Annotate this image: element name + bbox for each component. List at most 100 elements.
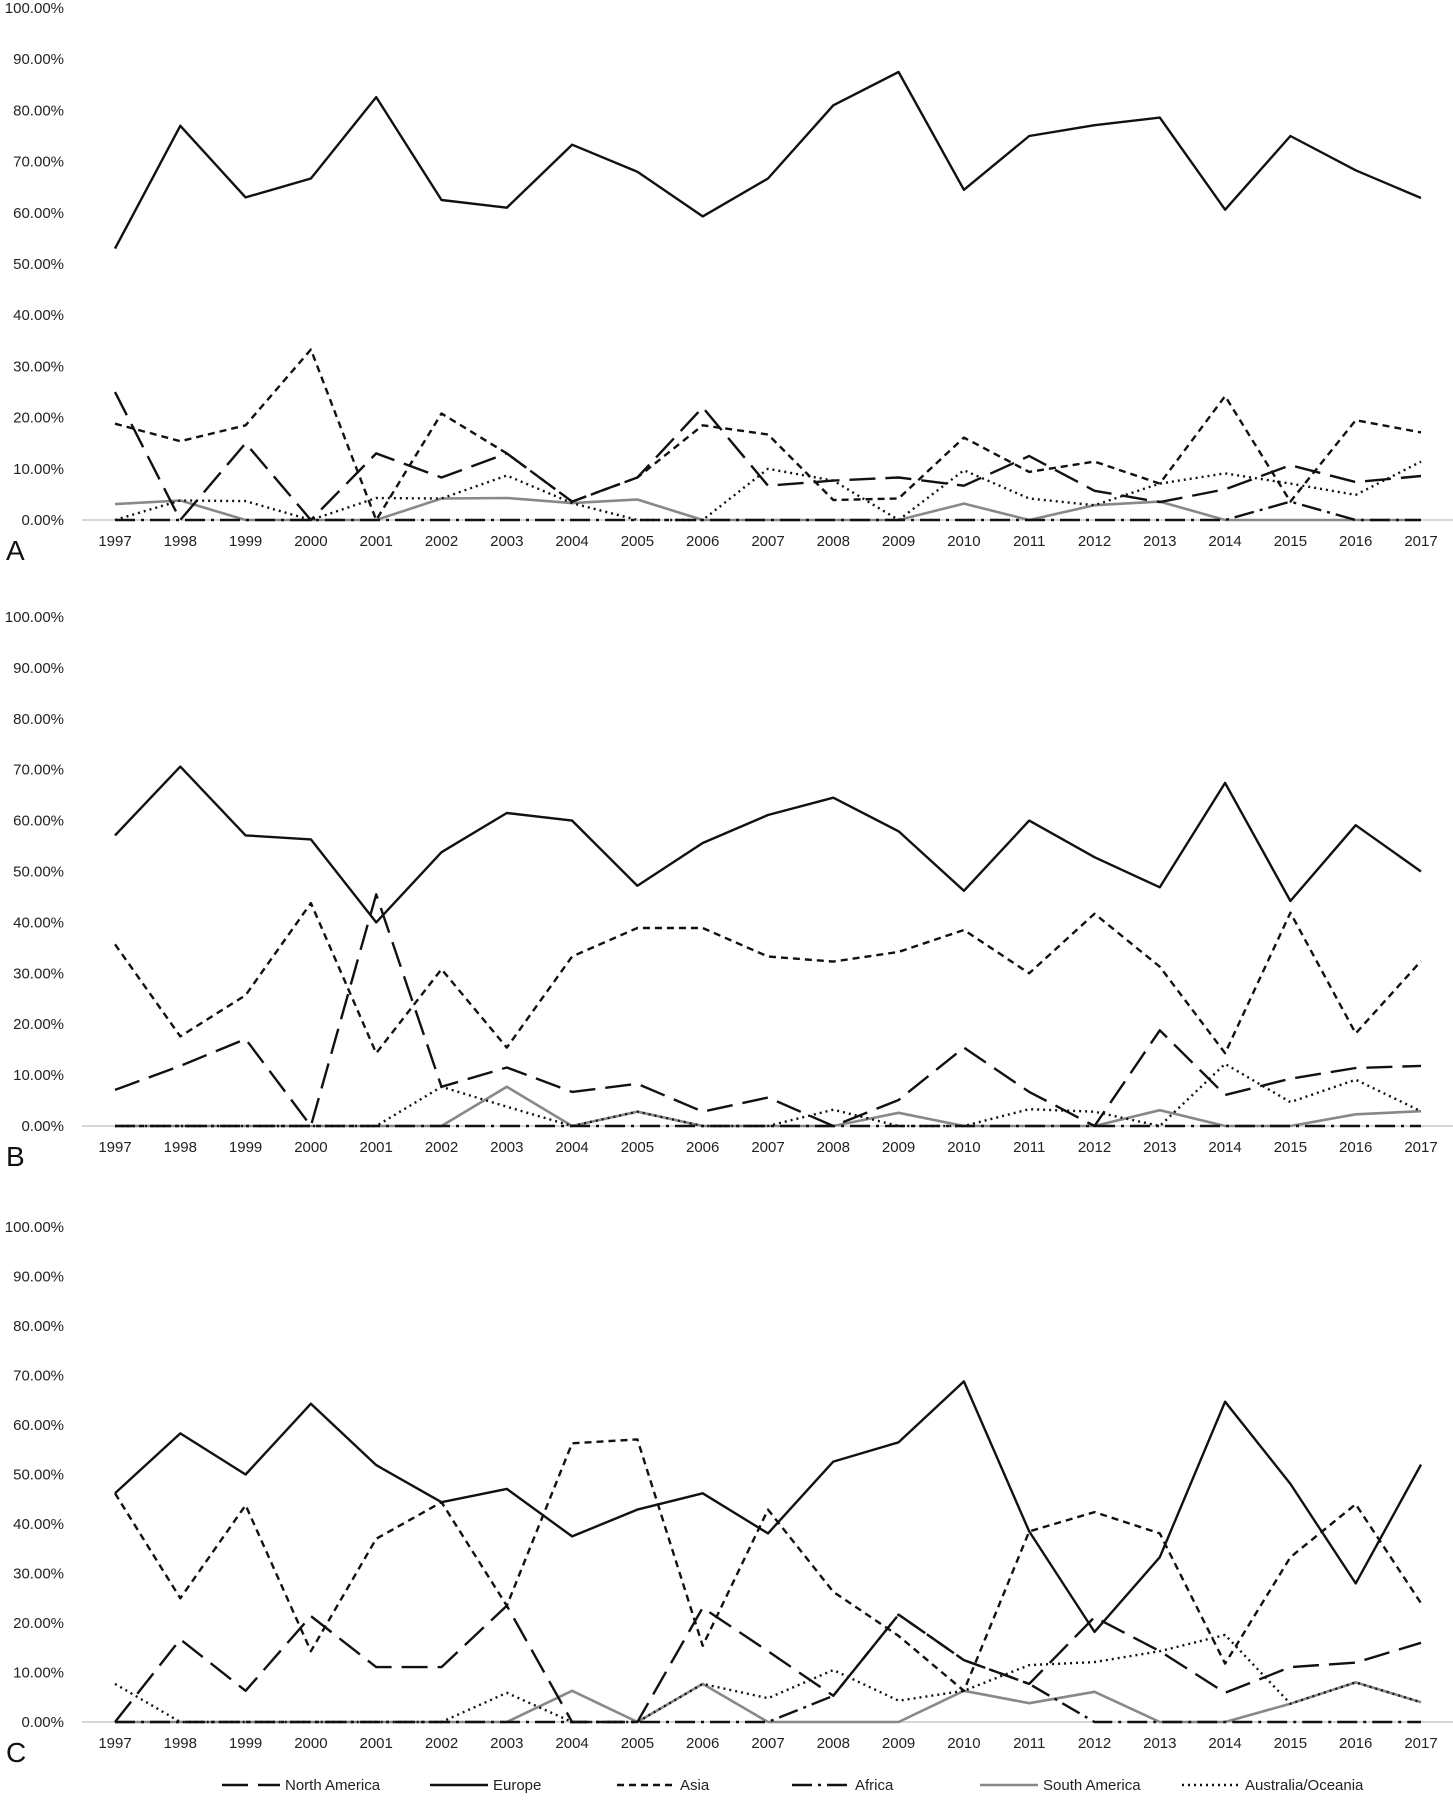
y-tick-label: 70.00% — [13, 154, 64, 171]
x-tick-label: 2008 — [817, 1735, 850, 1752]
x-tick-label: 2017 — [1404, 1139, 1437, 1156]
series-line-north-america — [114, 1604, 1422, 1724]
x-tick-label: 2007 — [751, 1735, 784, 1752]
x-tick-label: 2011 — [1013, 1139, 1045, 1156]
panel-label: B — [6, 1141, 25, 1172]
chart-panel-b: 0.00% 10.00% 20.00% 30.00% 40.00% 50.00% 60.00… — [5, 609, 1453, 1172]
x-tick-label: 2001 — [360, 1735, 393, 1752]
series-line-europe — [114, 765, 1422, 924]
x-tick-label: 1998 — [164, 533, 197, 550]
series-line-south-america — [115, 1681, 1422, 1724]
y-tick-label: 60.00% — [13, 205, 64, 222]
x-tick-label: 2004 — [555, 1735, 588, 1752]
y-tick-label: 0.00% — [21, 512, 64, 529]
y-tick-label: 100.00% — [5, 609, 64, 626]
y-tick-label: 0.00% — [21, 1118, 64, 1135]
x-tick-label: 2006 — [686, 1139, 719, 1156]
x-tick-label: 1999 — [229, 533, 262, 550]
x-tick-label: 2002 — [425, 533, 458, 550]
legend-label: Africa — [855, 1777, 894, 1794]
x-tick-label: 2007 — [751, 533, 784, 550]
y-tick-label: 30.00% — [13, 1566, 64, 1583]
y-tick-label: 30.00% — [13, 358, 64, 375]
y-tick-label: 20.00% — [13, 1016, 64, 1033]
series-line-asia — [113, 1438, 1423, 1693]
y-tick-label: 100.00% — [5, 0, 64, 17]
y-tick-label: 50.00% — [13, 864, 64, 881]
x-tick-label: 1998 — [164, 1139, 197, 1156]
x-tick-label: 2012 — [1078, 1735, 1111, 1752]
y-tick-label: 50.00% — [13, 256, 64, 273]
panel-label: C — [6, 1737, 26, 1768]
x-tick-label: 2010 — [947, 533, 980, 550]
y-tick-label: 90.00% — [13, 1269, 64, 1286]
y-tick-label: 90.00% — [13, 660, 64, 677]
y-tick-label: 70.00% — [13, 1368, 64, 1385]
legend-item-europe: Europe — [430, 1777, 541, 1794]
y-tick-label: 20.00% — [13, 1615, 64, 1632]
y-tick-label: 80.00% — [13, 1318, 64, 1335]
x-tick-label: 2014 — [1208, 1139, 1241, 1156]
x-tick-label: 2013 — [1143, 1139, 1176, 1156]
legend-label: South America — [1043, 1777, 1141, 1794]
legend-item-australia-oceania: Australia/Oceania — [1182, 1777, 1364, 1794]
x-tick-label: 1999 — [229, 1735, 262, 1752]
x-tick-label: 2007 — [751, 1139, 784, 1156]
x-tick-label: 2010 — [947, 1735, 980, 1752]
x-tick-label: 2004 — [555, 533, 588, 550]
legend-item-north-america: North America — [222, 1777, 381, 1794]
x-tick-label: 2011 — [1013, 533, 1045, 550]
panel-label: A — [6, 535, 25, 566]
legend-item-south-america: South America — [980, 1777, 1141, 1794]
x-tick-label: 1998 — [164, 1735, 197, 1752]
x-tick-label: 2002 — [425, 1139, 458, 1156]
y-tick-label: 40.00% — [13, 1516, 64, 1533]
legend-label: Australia/Oceania — [1245, 1777, 1364, 1794]
y-tick-label: 80.00% — [13, 102, 64, 119]
legend-label: Europe — [493, 1777, 541, 1794]
x-tick-label: 1997 — [98, 533, 131, 550]
series-line-south-america — [114, 496, 1421, 522]
x-tick-label: 2005 — [621, 1735, 654, 1752]
series-line-europe — [113, 70, 1422, 250]
x-tick-label: 1997 — [98, 1139, 131, 1156]
y-tick-label: 90.00% — [13, 51, 64, 68]
legend-item-asia: Asia — [617, 1777, 710, 1794]
legend-item-africa: Africa — [792, 1777, 894, 1794]
y-tick-label: 70.00% — [13, 762, 64, 779]
x-tick-label: 2013 — [1143, 533, 1176, 550]
series-line-africa — [115, 1613, 1421, 1724]
x-tick-label: 2013 — [1143, 1735, 1176, 1752]
x-tick-label: 2003 — [490, 1735, 523, 1752]
x-tick-label: 2016 — [1339, 1735, 1372, 1752]
series-line-africa — [115, 500, 1421, 522]
x-tick-label: 2004 — [555, 1139, 588, 1156]
y-tick-label: 80.00% — [13, 711, 64, 728]
y-tick-label: 60.00% — [13, 813, 64, 830]
x-tick-label: 2016 — [1339, 1139, 1372, 1156]
series-line-north-america — [114, 893, 1422, 1128]
x-tick-label: 2006 — [686, 1735, 719, 1752]
y-tick-label: 10.00% — [13, 1067, 64, 1084]
x-tick-label: 2003 — [490, 533, 523, 550]
series-line-australia-oceania — [114, 460, 1422, 522]
legend: North America Europe Asia Africa South Ameri… — [222, 1777, 1364, 1794]
x-tick-label: 2003 — [490, 1139, 523, 1156]
series-line-australia-oceania — [114, 1633, 1422, 1724]
x-tick-label: 2008 — [817, 1139, 850, 1156]
x-tick-label: 2001 — [360, 533, 393, 550]
x-tick-label: 2001 — [360, 1139, 393, 1156]
y-tick-label: 100.00% — [5, 1219, 64, 1236]
x-tick-label: 2015 — [1274, 1139, 1307, 1156]
chart-panel-c: 0.00% 10.00% 20.00% 30.00% 40.00% 50.00% 60.00… — [5, 1219, 1453, 1768]
x-tick-label: 2017 — [1404, 1735, 1437, 1752]
y-tick-label: 20.00% — [13, 410, 64, 427]
x-tick-label: 2002 — [425, 1735, 458, 1752]
x-tick-label: 2014 — [1208, 1735, 1241, 1752]
y-tick-label: 40.00% — [13, 307, 64, 324]
y-tick-label: 10.00% — [13, 461, 64, 478]
y-tick-label: 40.00% — [13, 914, 64, 931]
series-line-south-america — [115, 1085, 1422, 1128]
x-tick-label: 2006 — [686, 533, 719, 550]
chart-panel-a: 0.00% 10.00% 20.00% 30.00% 40.00% 50.00% 60.00… — [5, 0, 1453, 566]
